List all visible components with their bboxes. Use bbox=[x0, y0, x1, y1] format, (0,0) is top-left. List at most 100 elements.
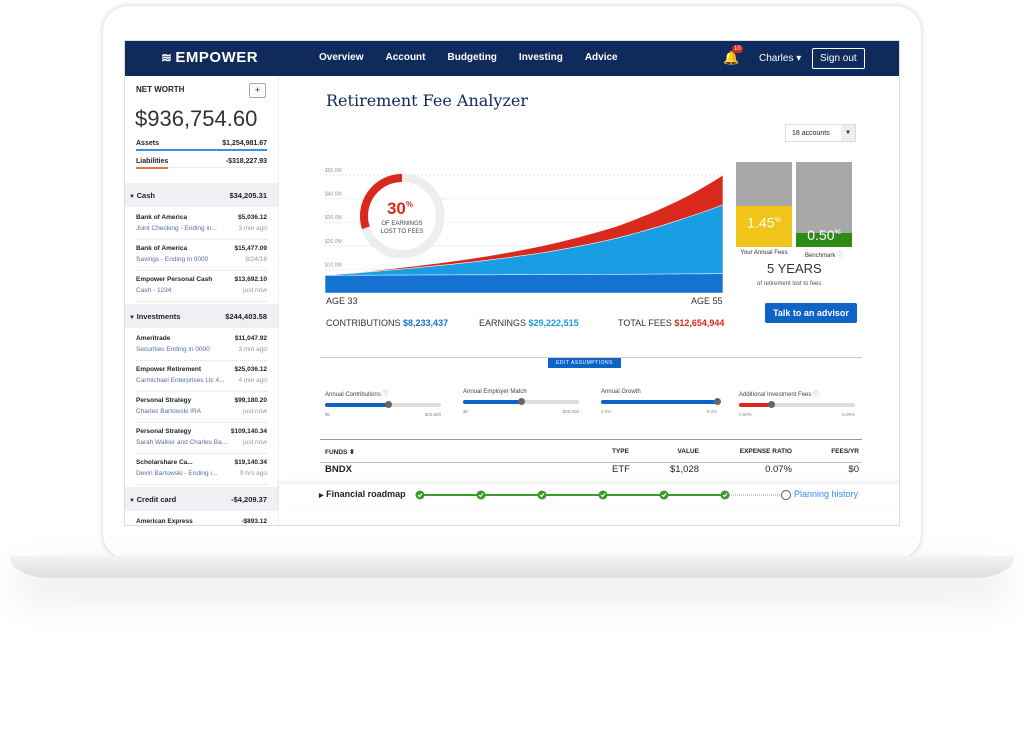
account-group-credit-card[interactable]: ▼ Credit card -$4,209.37 bbox=[125, 487, 278, 511]
brand-logo[interactable]: ≋ EMPOWER bbox=[161, 49, 259, 66]
caret-down-icon: ▼ bbox=[129, 193, 137, 200]
roadmap-steps bbox=[415, 490, 791, 500]
account-group-cash[interactable]: ▼ Cash $34,205.31 bbox=[125, 183, 278, 207]
nav-investing[interactable]: Investing bbox=[518, 52, 563, 63]
top-nav: ≋ EMPOWER Overview Account Budgeting Inve… bbox=[125, 41, 899, 76]
check-circle-icon[interactable] bbox=[598, 490, 608, 500]
account-item[interactable]: Personal Strategy $109,140.34 Sarah Walker… bbox=[136, 423, 267, 454]
bell-icon[interactable]: 🔔 bbox=[723, 50, 740, 65]
account-item[interactable]: Ameritrade $11,047.92 Securities Ending in… bbox=[136, 330, 267, 361]
add-account-button[interactable]: + bbox=[249, 83, 266, 98]
edit-assumptions-button[interactable]: EDIT ASSUMPTIONS bbox=[548, 358, 621, 368]
expense-ratio-header: EXPENSE RATIO bbox=[739, 448, 792, 455]
check-circle-icon[interactable] bbox=[476, 490, 486, 500]
slider-fill bbox=[601, 400, 717, 404]
nav-overview[interactable]: Overview bbox=[319, 52, 364, 63]
assets-row[interactable]: Assets $1,254,981.67 bbox=[136, 140, 267, 151]
slider-handle[interactable] bbox=[518, 398, 525, 405]
age-end: AGE 55 bbox=[691, 296, 723, 306]
caret-right-icon: ▶ bbox=[319, 493, 324, 499]
planning-history-link[interactable]: Planning history bbox=[794, 489, 859, 499]
donut-fee-arc bbox=[360, 174, 403, 229]
roadmap-toggle[interactable]: ▶ Financial roadmap bbox=[319, 489, 406, 499]
caret-down-icon: ▼ bbox=[129, 497, 137, 504]
area-contributions bbox=[324, 273, 724, 294]
slider-track[interactable] bbox=[463, 398, 579, 405]
help-icon[interactable]: ⓘ bbox=[837, 253, 844, 259]
slider-track[interactable] bbox=[325, 401, 441, 408]
account-item[interactable]: American Express -$893.12 bbox=[136, 513, 267, 525]
page-title: Retirement Fee Analyzer bbox=[326, 91, 528, 110]
laptop-base bbox=[10, 556, 1014, 578]
benchmark-fee-fill: 0.50% bbox=[796, 228, 852, 247]
user-menu[interactable]: Charles ▾ bbox=[759, 53, 802, 64]
check-circle-icon[interactable] bbox=[415, 490, 425, 500]
nav-account[interactable]: Account bbox=[385, 52, 426, 63]
your-fee-fill: 1.45% bbox=[736, 206, 792, 247]
fee-chart: $0.0$10.0M$20.0M$30.0M$40.0M$50.0M30%OF … bbox=[324, 168, 724, 294]
empty-circle-icon[interactable] bbox=[781, 490, 791, 500]
slider-handle[interactable] bbox=[768, 401, 776, 408]
age-start: AGE 33 bbox=[326, 296, 358, 306]
sort-icon: ⬍ bbox=[349, 449, 355, 456]
slider-annual-contributions[interactable]: Annual Contributions ⓘ $0 $20,500 bbox=[325, 392, 441, 417]
y-tick-label: $20.0M bbox=[325, 239, 342, 245]
earnings-total: EARNINGS $29,222,515 bbox=[479, 318, 579, 328]
donut-value: 30% bbox=[387, 199, 413, 218]
sidebar: NET WORTH + $936,754.60 Assets $1,254,981… bbox=[125, 76, 279, 525]
financial-roadmap-bar[interactable]: ▶ Financial roadmap Planning history bbox=[279, 484, 899, 506]
liabilities-row[interactable]: Liabilities -$318,227.93 bbox=[136, 158, 267, 169]
check-circle-icon[interactable] bbox=[537, 490, 547, 500]
your-fee-bar: 1.45% bbox=[736, 162, 792, 247]
your-fee-label: Your Annual Fees bbox=[740, 250, 788, 256]
funds-table-header: FUNDS ⬍ TYPE VALUE EXPENSE RATIO FEES/YR bbox=[320, 439, 862, 463]
check-circle-icon[interactable] bbox=[720, 490, 730, 500]
benchmark-label: Benchmark ⓘ bbox=[804, 253, 844, 259]
help-icon[interactable]: ⓘ bbox=[382, 392, 389, 398]
years-lost: 5 YEARS bbox=[767, 261, 822, 276]
account-group-investments[interactable]: ▼ Investments $244,403.58 bbox=[125, 304, 278, 328]
donut-caption-2: LOST TO FEES bbox=[381, 229, 424, 235]
account-item[interactable]: Personal Strategy $99,180.20 Charles Barto… bbox=[136, 392, 267, 423]
slider-handle[interactable] bbox=[384, 401, 392, 408]
y-tick-label: $30.0M bbox=[325, 215, 342, 221]
contributions-total: CONTRIBUTIONS $8,233,437 bbox=[326, 318, 449, 328]
y-tick-label: $50.0M bbox=[325, 168, 342, 174]
net-worth-value: $936,754.60 bbox=[135, 106, 258, 131]
help-icon[interactable]: ⓘ bbox=[813, 392, 820, 398]
net-worth-label: NET WORTH bbox=[136, 85, 185, 94]
slider-annual-growth[interactable]: Annual Growth 4.0% 9.0% bbox=[601, 389, 721, 414]
slider-fill bbox=[739, 403, 772, 407]
nav-advice[interactable]: Advice bbox=[584, 52, 618, 63]
check-circle-icon[interactable] bbox=[659, 490, 669, 500]
donut-caption-1: OF EARNINGS bbox=[381, 221, 422, 227]
talk-to-advisor-button[interactable]: Talk to an advisor bbox=[765, 303, 857, 323]
nav-budgeting[interactable]: Budgeting bbox=[447, 52, 497, 63]
caret-down-icon: ▼ bbox=[129, 314, 137, 321]
slider-annual-employer-match[interactable]: Annual Employer Match $0 $20,500 bbox=[463, 389, 579, 414]
type-header: TYPE bbox=[612, 448, 629, 455]
account-item[interactable]: Empower Personal Cash $13,692.10 Cash - 12… bbox=[136, 271, 267, 302]
caret-down-icon: ▾ bbox=[796, 53, 802, 64]
nav-links: Overview Account Budgeting Investing Adv… bbox=[319, 52, 618, 63]
benchmark-fee-bar: 0.50% bbox=[796, 162, 852, 247]
slider-handle[interactable] bbox=[714, 398, 721, 405]
y-tick-label: $10.0M bbox=[325, 262, 342, 268]
account-item[interactable]: Bank of America $15,477.09 Savings - Endin… bbox=[136, 240, 267, 271]
accounts-select[interactable]: 18 accounts ▼ bbox=[785, 124, 856, 142]
divider bbox=[320, 357, 862, 358]
area-earnings bbox=[324, 204, 724, 294]
slider-track[interactable] bbox=[601, 398, 721, 405]
account-item[interactable]: Scholarshare Ca... $19,140.34 Devin Bartow… bbox=[136, 454, 267, 485]
fees-total: TOTAL FEES $12,654,944 bbox=[618, 318, 725, 328]
account-item[interactable]: Empower Retirement $25,036.12 Carmichael E… bbox=[136, 361, 267, 392]
slider-fill bbox=[463, 400, 521, 404]
slider-track[interactable] bbox=[739, 401, 855, 408]
account-item[interactable]: Bank of America $5,036.12 Joint Checking -… bbox=[136, 209, 267, 240]
value-header: VALUE bbox=[677, 448, 699, 455]
years-lost-caption: of retirement lost to fees bbox=[757, 281, 822, 287]
signout-button[interactable]: Sign out bbox=[812, 48, 865, 69]
funds-header[interactable]: FUNDS ⬍ bbox=[325, 449, 355, 456]
slider-additional-investment-fees[interactable]: Additional Investment Fees ⓘ 0.00% 5.00% bbox=[739, 392, 855, 417]
wave-icon: ≋ bbox=[161, 49, 173, 65]
